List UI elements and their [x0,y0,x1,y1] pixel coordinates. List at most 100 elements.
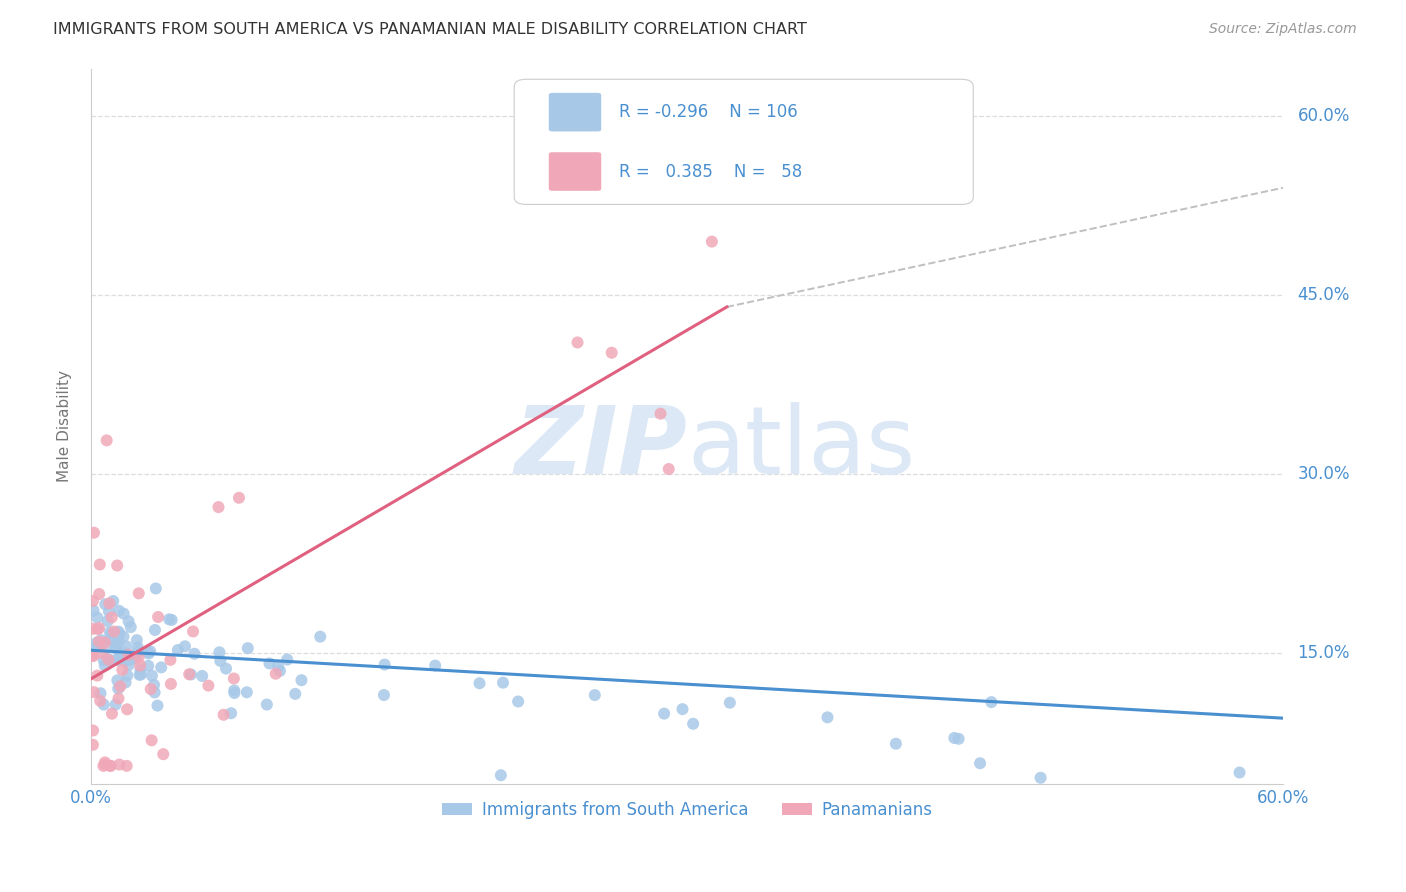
Point [83,525,105,540]
Point [1229,765,1251,780]
Point [87,640,110,655]
Point [108,626,131,640]
Point [105,558,128,573]
Point [143,685,166,699]
Point [141,733,163,747]
Point [98,654,121,668]
Point [174,640,197,654]
Point [129,658,152,673]
Point [120,620,142,634]
Point [146,698,169,713]
Point [114,675,136,690]
Point [256,698,278,712]
Text: ZIP: ZIP [515,401,688,493]
Point [83,603,105,617]
Point [492,675,515,690]
Point [114,646,136,660]
FancyBboxPatch shape [548,153,602,191]
Point [139,644,162,658]
Point [89,558,111,572]
Point [468,676,491,690]
Point [208,645,231,659]
Point [87,634,110,648]
Point [682,716,704,731]
Point [700,235,723,249]
Point [107,652,129,666]
Point [82,648,104,663]
Point [128,668,150,682]
Point [107,653,129,667]
Point [103,594,125,608]
Y-axis label: Male Disability: Male Disability [58,370,72,483]
Point [93,658,115,673]
Point [101,633,124,648]
Point [84,640,107,655]
Point [97,614,120,628]
Point [97,652,120,666]
Point [111,663,134,677]
Point [143,678,166,692]
Point [83,685,105,699]
Point [110,679,132,693]
Point [117,615,139,629]
Point [980,695,1002,709]
Point [108,604,131,618]
Point [127,644,149,658]
Point [90,633,112,648]
Point [671,702,693,716]
Point [219,706,242,721]
Point [207,500,229,515]
Point [284,687,307,701]
Point [489,768,512,782]
Point [117,648,139,662]
Point [138,647,160,661]
Point [583,688,606,702]
Point [276,652,298,666]
Point [139,682,162,697]
Point [96,434,118,448]
Point [650,407,672,421]
Point [82,723,104,738]
Point [236,685,259,699]
Point [112,630,135,644]
Point [107,681,129,696]
Point [197,679,219,693]
Point [108,757,131,772]
Point [104,698,127,712]
Point [114,654,136,668]
Point [97,653,120,667]
Point [943,731,966,745]
Point [159,653,181,667]
Point [600,345,623,359]
Point [373,688,395,702]
Point [150,660,173,674]
Point [112,607,135,621]
Point [1029,771,1052,785]
Point [167,643,190,657]
Point [191,669,214,683]
Point [136,658,159,673]
Text: atlas: atlas [688,401,915,493]
Point [87,622,110,636]
Point [82,648,104,663]
Point [948,731,970,746]
Point [228,491,250,505]
Point [107,624,129,639]
Point [129,667,152,681]
Point [93,698,115,712]
Point [97,605,120,619]
Point [224,683,246,698]
Point [209,654,232,668]
Point [101,626,124,640]
Point [290,673,312,688]
Point [124,651,146,665]
Point [98,632,121,646]
Point [222,672,245,686]
Point [98,596,121,610]
Point [183,647,205,661]
Point [127,640,149,655]
Point [128,586,150,600]
Point [141,668,163,682]
Point [212,707,235,722]
Point [264,666,287,681]
